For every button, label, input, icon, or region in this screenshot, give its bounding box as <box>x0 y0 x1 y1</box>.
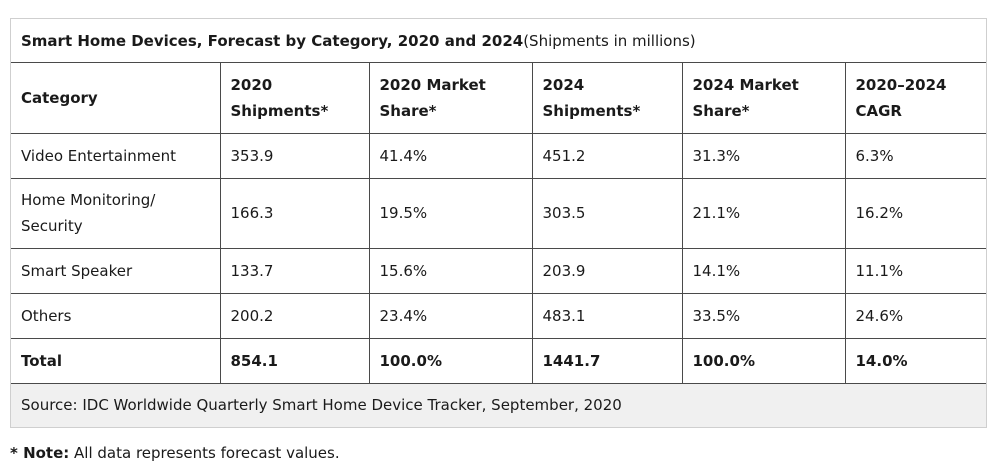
cell-cagr: 16.2% <box>844 177 986 249</box>
cell-total-2024-shipments: 1441.7 <box>531 337 683 384</box>
cell-2024-shipments: 483.1 <box>531 292 683 339</box>
cell-total-2024-market-share: 100.0% <box>681 337 846 384</box>
cell-2024-market-share: 33.5% <box>681 292 846 339</box>
cell-2024-market-share: 21.1% <box>681 177 846 249</box>
table-caption: Smart Home Devices, Forecast by Category… <box>11 19 986 63</box>
header-2020-shipments: 2020 Shipments* <box>219 63 370 134</box>
cell-category: Video Entertainment <box>11 132 221 179</box>
cell-total-2020-market-share: 100.0% <box>368 337 533 384</box>
cell-cagr: 6.3% <box>844 132 986 179</box>
cell-2024-market-share: 31.3% <box>681 132 846 179</box>
table-total-row: Total 854.1 100.0% 1441.7 100.0% 14.0% <box>11 337 986 384</box>
cell-cagr: 11.1% <box>844 247 986 294</box>
cell-2020-shipments: 353.9 <box>219 132 370 179</box>
cell-2020-shipments: 166.3 <box>219 177 370 249</box>
cell-category: Home Monitoring/Security <box>11 177 221 249</box>
cell-2024-market-share: 14.1% <box>681 247 846 294</box>
cell-category: Smart Speaker <box>11 247 221 294</box>
cell-2024-shipments: 203.9 <box>531 247 683 294</box>
cell-category: Others <box>11 292 221 339</box>
header-2024-shipments: 2024 Shipments* <box>531 63 683 134</box>
header-cagr: 2020–2024 CAGR <box>844 63 986 134</box>
cell-2020-shipments: 133.7 <box>219 247 370 294</box>
cell-cagr: 24.6% <box>844 292 986 339</box>
footnote-text: All data represents forecast values. <box>69 444 340 462</box>
cell-total-label: Total <box>11 337 221 384</box>
cell-total-2020-shipments: 854.1 <box>219 337 370 384</box>
table-header-row: Category 2020 Shipments* 2020 Market Share… <box>11 63 986 134</box>
footnote-label: * Note: <box>10 444 70 462</box>
table-row: Video Entertainment 353.9 41.4% 451.2 31… <box>11 132 986 179</box>
cell-2024-shipments: 303.5 <box>531 177 683 249</box>
cell-2020-market-share: 19.5% <box>368 177 533 249</box>
header-2024-market-share: 2024 Market Share* <box>681 63 846 134</box>
header-category: Category <box>11 63 221 134</box>
cell-2024-shipments: 451.2 <box>531 132 683 179</box>
forecast-table-container: Smart Home Devices, Forecast by Category… <box>10 18 987 428</box>
table-row: Home Monitoring/Security 166.3 19.5% 303… <box>11 177 986 249</box>
table-row: Others 200.2 23.4% 483.1 33.5% 24.6% <box>11 292 986 339</box>
table-source: Source: IDC Worldwide Quarterly Smart Ho… <box>11 383 986 427</box>
table-row: Smart Speaker 133.7 15.6% 203.9 14.1% 11… <box>11 247 986 294</box>
cell-2020-shipments: 200.2 <box>219 292 370 339</box>
caption-title: Smart Home Devices, Forecast by Category… <box>21 31 524 50</box>
cell-total-cagr: 14.0% <box>844 337 986 384</box>
forecast-table: Category 2020 Shipments* 2020 Market Share… <box>11 63 986 384</box>
header-2020-market-share: 2020 Market Share* <box>368 63 533 134</box>
cell-2020-market-share: 15.6% <box>368 247 533 294</box>
cell-2020-market-share: 41.4% <box>368 132 533 179</box>
cell-2020-market-share: 23.4% <box>368 292 533 339</box>
caption-unit: (Shipments in millions) <box>523 31 696 50</box>
footnote: * Note: All data represents forecast val… <box>10 444 340 462</box>
